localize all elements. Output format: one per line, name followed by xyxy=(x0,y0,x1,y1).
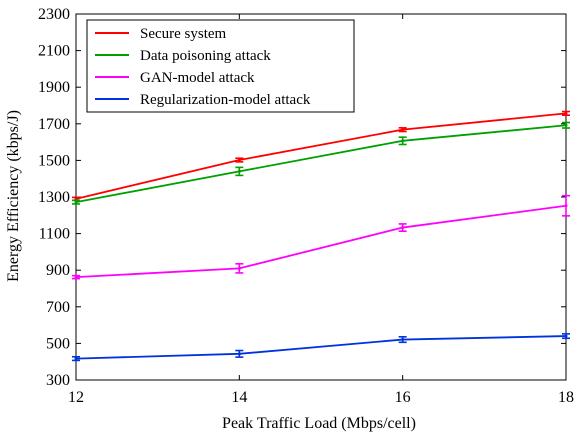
y-tick-label: 900 xyxy=(46,262,70,279)
y-tick-label: 700 xyxy=(46,299,70,316)
y-tick-label: 1300 xyxy=(38,189,70,206)
legend-box xyxy=(86,19,355,113)
x-tick-label: 12 xyxy=(68,389,84,406)
data-point xyxy=(74,275,78,279)
y-tick-label: 2100 xyxy=(38,43,70,60)
legend-label: Secure system xyxy=(140,26,227,42)
data-point xyxy=(401,338,405,342)
y-tick-label: 300 xyxy=(46,372,70,389)
legend-item: GAN-model attack xyxy=(95,70,255,86)
data-point xyxy=(401,139,405,143)
series-3 xyxy=(72,333,570,362)
y-tick-label: 500 xyxy=(46,335,70,352)
series-1 xyxy=(72,121,570,205)
y-tick-label: 1100 xyxy=(39,226,70,243)
x-tick-label: 16 xyxy=(395,389,411,406)
data-point xyxy=(237,169,241,173)
data-point xyxy=(564,123,568,127)
legend: Secure system Data poisoning attack GAN-mo… xyxy=(86,19,355,113)
x-tick-label: 14 xyxy=(231,389,247,406)
series-line xyxy=(75,335,567,360)
axes: 300 500 700 900 1100 1300 1500 1700 1900 2100 2300… xyxy=(38,6,574,406)
legend-item: Regularization-model attack xyxy=(95,92,311,108)
legend-label: Data poisoning attack xyxy=(140,48,271,64)
x-axis-title: Peak Traffic Load (Mbps/cell) xyxy=(222,415,416,432)
data-point xyxy=(74,357,78,361)
data-point xyxy=(237,266,241,270)
data-point xyxy=(237,158,241,162)
legend-item: Data poisoning attack xyxy=(95,48,271,64)
y-tick-label: 1700 xyxy=(38,116,70,133)
series-group xyxy=(72,110,570,362)
series-2 xyxy=(72,194,570,280)
legend-label: GAN-model attack xyxy=(140,70,255,86)
legend-label: Regularization-model attack xyxy=(140,92,311,108)
y-tick-label: 1500 xyxy=(38,152,70,169)
data-point xyxy=(564,334,568,338)
data-point xyxy=(401,128,405,132)
data-point xyxy=(237,352,241,356)
y-tick-label: 2300 xyxy=(38,6,70,23)
data-point xyxy=(74,200,78,204)
x-tick-label: 18 xyxy=(558,389,574,406)
y-axis-title: Energy Efficiency (kbps/J) xyxy=(5,110,22,282)
data-point xyxy=(401,226,405,230)
data-point xyxy=(564,204,568,208)
series-line xyxy=(75,204,567,279)
legend-item: Secure system xyxy=(95,26,227,42)
y-tick-label: 1900 xyxy=(38,79,70,96)
data-point xyxy=(564,111,568,115)
series-line xyxy=(75,112,567,200)
series-line xyxy=(75,124,567,204)
